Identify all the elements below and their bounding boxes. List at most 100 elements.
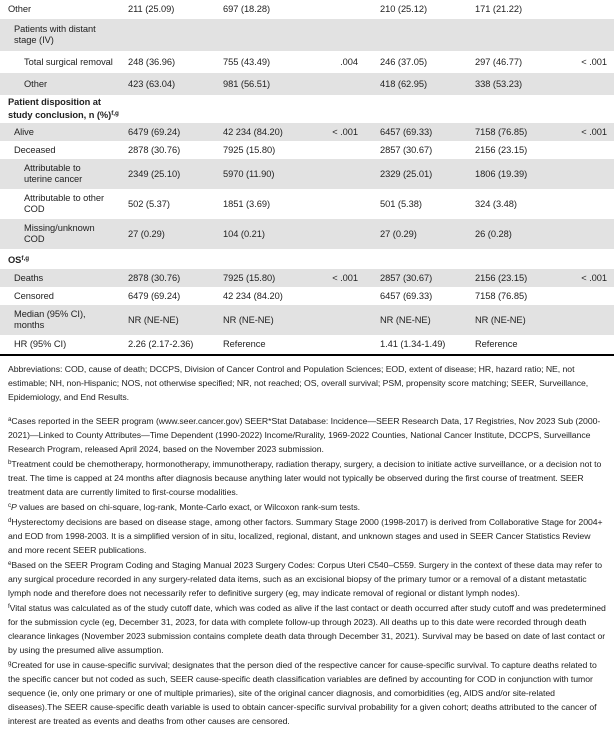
table-row: Median (95% CI), months NR (NE-NE) NR (N… [0,305,614,335]
table-row: Alive 6479 (69.24) 42 234 (84.20) < .001… [0,123,614,141]
cell-hysterectomy-after-psm: 2156 (23.15) [475,272,528,283]
cell-no-hysterectomy-after-psm: 2857 (30.67) [380,144,433,155]
footnote-text: Created for use in cause-specific surviv… [8,660,597,726]
cell-hysterectomy-after-psm: Reference [475,339,518,349]
table-bottom-rule [0,354,614,356]
cell-p-value-before-psm: < .001 [332,126,358,137]
cell-no-hysterectomy-before-psm: 248 (36.96) [128,56,176,67]
table-row: Total surgical removal 248 (36.96) 755 (… [0,51,614,73]
row-label: Missing/unknown COD [0,223,126,245]
cell-no-hysterectomy-before-psm: 2349 (25.10) [128,168,181,179]
cell-hysterectomy-after-psm: NR (NE-NE) [475,314,526,325]
table-row: OSf,g [0,249,614,269]
row-label: OSf,g [0,253,126,266]
row-label: Deaths [0,273,126,284]
cell-hysterectomy-after-psm: 7158 (76.85) [475,126,528,137]
cell-no-hysterectomy-before-psm: 2878 (30.76) [128,144,181,155]
footnote-text: Hysterectomy decisions are based on dise… [8,517,603,555]
row-label: Other [0,4,126,15]
table-row: Attributable to uterine cancer 2349 (25.… [0,159,614,189]
footnote-marker: f [8,603,10,610]
footnote-marker: c [8,502,12,509]
footnote-marker: g [8,660,12,667]
footnote: bTreatment could be chemotherapy, hormon… [8,456,606,499]
row-label-text: Deaths [14,272,44,283]
table-row: Patients with distant stage (IV) [0,19,614,51]
cell-no-hysterectomy-after-psm: 501 (5.38) [380,198,422,209]
table-row: Attributable to other COD 502 (5.37) 185… [0,189,614,219]
cell-no-hysterectomy-after-psm: 418 (62.95) [380,78,428,89]
row-label-text: Alive [14,126,34,137]
footnote: gCreated for use in cause-specific survi… [8,657,606,728]
cell-no-hysterectomy-before-psm: 2878 (30.76) [128,272,181,283]
cell-p-value-after-psm: < .001 [581,126,607,137]
footnote-text: Cases reported in the SEER program (www.… [8,416,601,454]
table-row: Deceased 2878 (30.76) 7925 (15.80) 2857 … [0,141,614,159]
cell-hysterectomy-after-psm: 1806 (19.39) [475,168,528,179]
footnote-marker: e [8,560,12,567]
row-label: Total surgical removal [0,57,126,68]
abbreviations-text: Abbreviations: COD, cause of death; DCCP… [8,364,589,402]
row-label-text: Patient disposition at study conclusion,… [8,97,112,120]
table-row: Missing/unknown COD 27 (0.29) 104 (0.21)… [0,219,614,249]
cell-no-hysterectomy-after-psm: 246 (37.05) [380,56,428,67]
row-label-text: HR (95% CI) [14,339,67,349]
row-label: HR (95% CI) [0,339,126,350]
cell-hysterectomy-after-psm: 297 (46.77) [475,56,523,67]
footnote-list: aCases reported in the SEER program (www… [8,413,606,728]
cell-hysterectomy-before-psm: Reference [223,339,266,349]
cell-p-value-after-psm: < .001 [581,56,607,67]
row-label: Patients with distant stage (IV) [0,24,126,46]
cell-hysterectomy-before-psm: 5970 (11.90) [223,168,275,179]
cell-hysterectomy-after-psm: 7158 (76.85) [475,290,528,301]
cell-no-hysterectomy-after-psm: 210 (25.12) [380,4,428,14]
row-label-text: Missing/unknown COD [24,223,95,244]
cell-no-hysterectomy-before-psm: 6479 (69.24) [128,290,181,301]
row-label-text: OS [8,254,22,265]
row-label-text: Patients with distant stage (IV) [14,24,96,45]
cell-no-hysterectomy-before-psm: NR (NE-NE) [128,314,179,325]
footnote-marker: b [8,459,12,466]
cell-hysterectomy-before-psm: 42 234 (84.20) [223,126,283,137]
footnote-marker: d [8,517,12,524]
row-label: Censored [0,291,126,302]
table-row: Deaths 2878 (30.76) 7925 (15.80) < .001 … [0,269,614,287]
row-label-text: Other [8,4,32,14]
row-label-text: Other [24,78,48,89]
footnote-italic-lead: P [11,502,17,512]
row-label-text: Censored [14,290,54,301]
footnote-text: Vital status was calculated as of the st… [8,603,606,655]
table-row: Patient disposition at study conclusion,… [0,95,614,123]
table-row: HR (95% CI) 2.26 (2.17-2.36) Reference 1… [0,335,614,354]
cell-hysterectomy-after-psm: 171 (21.22) [475,4,523,14]
cell-hysterectomy-before-psm: 7925 (15.80) [223,144,276,155]
row-label: Attributable to uterine cancer [0,163,126,185]
footnote: fVital status was calculated as of the s… [8,600,606,657]
footnote: aCases reported in the SEER program (www… [8,413,606,456]
cell-hysterectomy-before-psm: 981 (56.51) [223,78,271,89]
table-row: Other 423 (63.04) 981 (56.51) 418 (62.95… [0,73,614,95]
cell-hysterectomy-before-psm: 755 (43.49) [223,56,271,67]
footnote-text: Treatment could be chemotherapy, hormono… [8,459,602,497]
cell-no-hysterectomy-after-psm: NR (NE-NE) [380,314,431,325]
cell-hysterectomy-after-psm: 338 (53.23) [475,78,523,89]
cell-hysterectomy-before-psm: 697 (18.28) [223,4,271,14]
row-label-text: Attributable to other COD [24,193,105,214]
row-label: Alive [0,127,126,138]
cell-no-hysterectomy-before-psm: 27 (0.29) [128,228,165,239]
row-label: Patient disposition at study conclusion,… [0,97,126,121]
cell-no-hysterectomy-before-psm: 6479 (69.24) [128,126,181,137]
footnote: cP values are based on chi-square, log-r… [8,499,606,514]
cell-no-hysterectomy-after-psm: 2329 (25.01) [380,168,433,179]
cell-no-hysterectomy-after-psm: 1.41 (1.34-1.49) [380,339,446,349]
row-label-superscript: f,g [21,254,30,262]
footnote-text: Based on the SEER Program Coding and Sta… [8,560,603,598]
cell-no-hysterectomy-before-psm: 423 (63.04) [128,78,176,89]
row-label-superscript: f,g [111,110,119,117]
cell-hysterectomy-before-psm: NR (NE-NE) [223,314,274,325]
footnotes-block: Abbreviations: COD, cause of death; DCCP… [0,356,614,728]
cell-hysterectomy-after-psm: 2156 (23.15) [475,144,528,155]
row-label: Other [0,79,126,90]
footnote-text: values are based on chi-square, log-rank… [16,502,360,512]
cell-p-value-before-psm: < .001 [332,272,358,283]
